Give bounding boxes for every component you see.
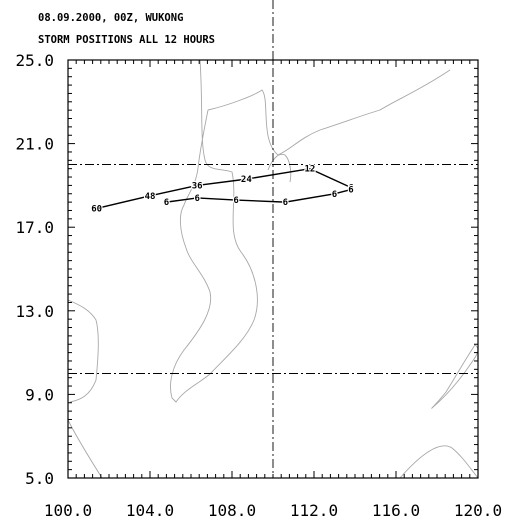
x-tick-label: 100.0: [44, 501, 92, 520]
storm-position-label: 6: [348, 186, 353, 196]
storm-position-label: 6: [233, 196, 238, 206]
storm-position-label: 60: [91, 204, 102, 214]
storm-position-label: 24: [241, 175, 252, 185]
coastline-china-south: [207, 69, 451, 156]
x-tick-label: 108.0: [208, 501, 256, 520]
reference-lines: [68, 0, 478, 478]
storm-position-label: 48: [145, 192, 156, 202]
y-tick-label: 21.0: [15, 135, 54, 154]
coastline-mainland: [170, 59, 258, 403]
storm-position-label: 6: [332, 190, 337, 200]
track-series-1: 6 6 6 6 6 6: [163, 184, 355, 209]
storm-position-label: 6: [164, 198, 169, 208]
y-tick-label: 25.0: [15, 51, 54, 70]
x-tick-label: 104.0: [126, 501, 174, 520]
storm-position-label: 36: [192, 181, 203, 191]
storm-track-line: [166, 188, 352, 203]
storm-position-label: 6: [194, 194, 199, 204]
tick-labels: 100.0 104.0 108.0 112.0 116.0 120.0 25.0 21.0 17…: [15, 51, 502, 520]
y-tick-label: 9.0: [25, 385, 54, 404]
y-tick-label: 13.0: [15, 302, 54, 321]
y-tick-label: 17.0: [15, 218, 54, 237]
header-subtitle: STORM POSITIONS ALL 12 HOURS: [38, 34, 215, 46]
coastline-southeast-island: [399, 445, 479, 479]
coastline-southwest-landmass: [67, 419, 103, 479]
x-tick-label: 116.0: [372, 501, 420, 520]
storm-position-label: 6: [283, 198, 288, 208]
storm-position-label: 6: [348, 183, 353, 193]
y-tick-label: 5.0: [25, 469, 54, 488]
coastline-east-island: [431, 344, 479, 409]
storm-position-label: 12: [304, 165, 315, 175]
tick-marks: [67, 59, 479, 479]
coastline-layer: [67, 59, 479, 479]
storm-track-line: [96, 167, 352, 210]
track-series-0: 6 12 24 36 48 60: [90, 164, 355, 216]
header-date-storm: 08.09.2000, 00Z, WUKONG: [38, 12, 183, 24]
coastline-gulf-peninsula: [267, 153, 292, 183]
x-tick-label: 120.0: [454, 501, 502, 520]
x-tick-label: 112.0: [290, 501, 338, 520]
coastline-west-landmass: [67, 299, 99, 403]
